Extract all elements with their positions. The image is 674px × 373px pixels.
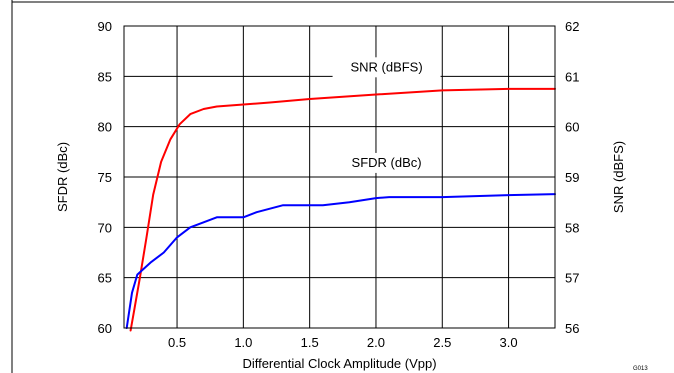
- y-axis-label-left: SFDR (dBc): [55, 142, 70, 212]
- snr-label-background: [332, 57, 441, 78]
- sfdr-series-label: SFDR (dBc): [352, 155, 422, 170]
- series-layer: [125, 87, 556, 332]
- x-tick-label: 2.0: [367, 335, 385, 350]
- y-right-tick-label: 57: [565, 271, 579, 286]
- y-right-tick-label: 60: [565, 120, 579, 135]
- y-right-tick-label: 58: [565, 220, 579, 235]
- y-left-tick-label: 70: [98, 220, 112, 235]
- x-tick-label: 1.5: [301, 335, 319, 350]
- y-axis-label-right: SNR (dBFS): [611, 141, 626, 213]
- sfdr-series-line: [125, 193, 556, 329]
- y-left-tick-label: 60: [98, 321, 112, 336]
- plot-area: [123, 25, 556, 329]
- tick-labels: 0.5 1.0 1.5 2.0 2.5 3.0 60 56 65 57 70 58 75 59 80 60 85…: [98, 19, 580, 350]
- snr-series-line: [129, 87, 556, 332]
- y-right-tick-label: 59: [565, 170, 579, 185]
- y-left-tick-label: 80: [98, 120, 112, 135]
- x-tick-label: 2.5: [433, 335, 451, 350]
- x-tick-label: 1.0: [234, 335, 252, 350]
- y-left-tick-label: 65: [98, 271, 112, 286]
- snr-series-label: SNR (dBFS): [350, 59, 422, 74]
- y-left-tick-label: 75: [98, 170, 112, 185]
- x-tick-label: 3.0: [500, 335, 518, 350]
- y-left-tick-label: 85: [98, 69, 112, 84]
- y-left-tick-label: 90: [98, 19, 112, 34]
- y-right-tick-label: 62: [565, 19, 579, 34]
- x-axis-label: Differential Clock Amplitude (Vpp): [242, 356, 436, 371]
- figure-id: G013: [633, 366, 648, 372]
- y-right-tick-label: 61: [565, 69, 579, 84]
- series-labels: SNR (dBFS) SFDR (dBc): [332, 57, 441, 173]
- y-right-tick-label: 56: [565, 321, 579, 336]
- x-tick-label: 0.5: [168, 335, 186, 350]
- sfdr-label-background: [332, 152, 441, 173]
